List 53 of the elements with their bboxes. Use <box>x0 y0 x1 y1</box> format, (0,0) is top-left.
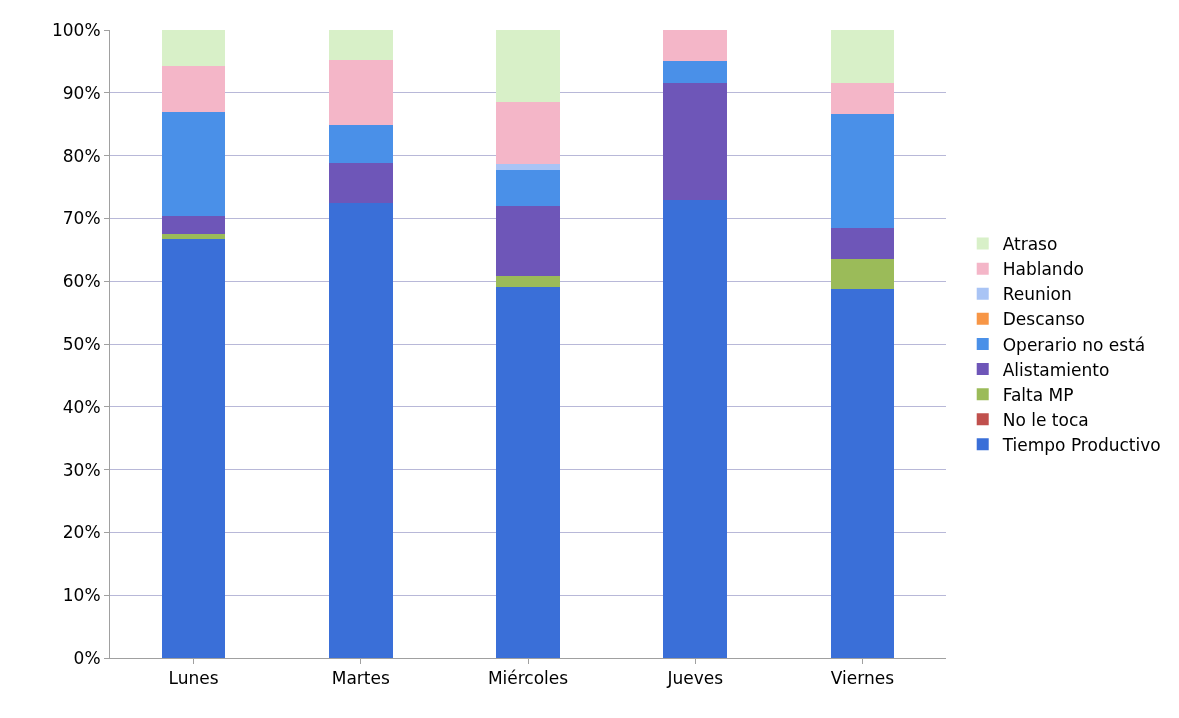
legend-label: Tiempo Productivo <box>1001 434 1161 455</box>
y-tick-label: 80% <box>62 145 101 166</box>
bar <box>663 199 727 658</box>
bar <box>161 30 226 66</box>
legend-label: Descanso <box>1002 309 1085 330</box>
bar <box>830 288 895 658</box>
legend-label: Falta MP <box>1002 384 1074 405</box>
bar <box>161 234 226 240</box>
y-tick-label: 70% <box>62 208 101 229</box>
bar <box>161 65 226 113</box>
bar <box>496 101 560 165</box>
bar <box>329 162 393 204</box>
y-tick-label: 10% <box>62 585 101 606</box>
bar <box>830 82 895 115</box>
legend-label: Atraso <box>1002 234 1058 255</box>
y-tick-label: 30% <box>62 459 101 480</box>
bar <box>830 259 895 289</box>
bar <box>830 227 895 260</box>
bar <box>329 124 393 163</box>
bar <box>161 239 226 658</box>
bar <box>663 83 727 200</box>
legend-label: Alistamiento <box>1002 359 1110 380</box>
y-tick-label: 40% <box>62 396 101 417</box>
bar <box>663 30 727 61</box>
y-tick-label: 0% <box>73 647 101 668</box>
bar <box>496 164 560 171</box>
bar <box>496 205 560 277</box>
bar <box>830 114 895 228</box>
bar <box>496 30 560 102</box>
y-tick-label: 90% <box>62 82 101 103</box>
y-tick-label: 60% <box>62 271 101 292</box>
y-tick-label: 100% <box>51 19 101 40</box>
bar <box>329 30 393 60</box>
y-tick-label: 20% <box>62 522 101 543</box>
x-tick-label: Martes <box>331 668 390 689</box>
bar <box>496 170 560 206</box>
x-tick-label: Lunes <box>168 668 219 689</box>
legend-label: Hablando <box>1002 259 1084 280</box>
x-tick-label: Viernes <box>830 668 895 689</box>
legend-label: Reunion <box>1002 284 1072 305</box>
bar <box>161 112 226 216</box>
x-tick-label: Miércoles <box>487 668 569 689</box>
x-tick-label: Jueves <box>666 668 724 689</box>
legend-label: Operario no está <box>1002 334 1146 355</box>
bar <box>496 286 560 658</box>
bar <box>161 215 226 235</box>
legend-label: No le toca <box>1002 409 1089 430</box>
bar <box>830 30 895 83</box>
bar <box>496 276 560 287</box>
bar <box>663 60 727 84</box>
y-tick-label: 50% <box>62 333 101 354</box>
bar <box>329 59 393 125</box>
bar <box>329 203 393 658</box>
